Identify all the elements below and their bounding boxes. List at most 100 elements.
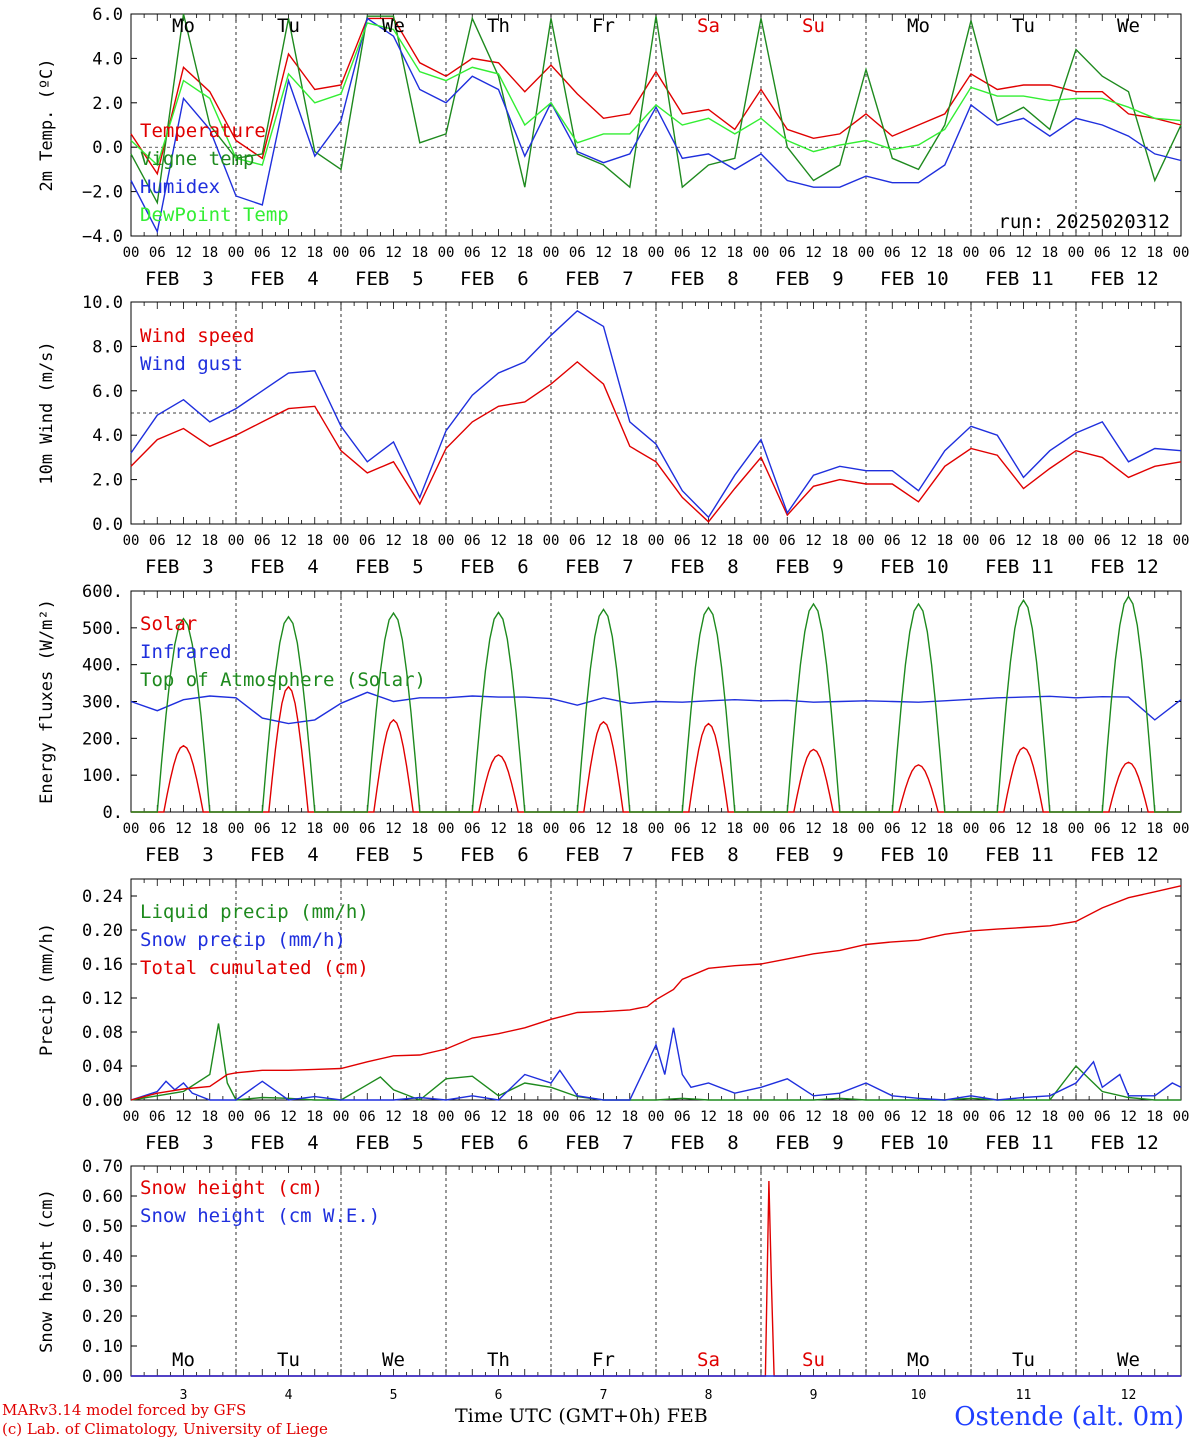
x-hour-label: 00 [543,245,560,261]
y-tick-label: 0.50 [82,1217,123,1237]
x-hour-label: 06 [674,1109,691,1125]
x-hour-label: 12 [280,821,297,837]
series-line-top-of-atmosphere-solar- [131,595,1181,813]
x-date-label: FEB 3 [145,1132,214,1154]
x-hour-label: 06 [569,821,586,837]
x-hour-label: 12 [910,245,927,261]
weekday-label: We [382,15,405,37]
weekday-label: Tu [1012,1349,1035,1371]
x-hour-label: 12 [385,1109,402,1125]
x-day-number: 5 [390,1388,398,1403]
panel-5 [130,1165,1182,1377]
x-hour-label: 18 [411,533,428,549]
x-date-label: FEB 3 [145,844,214,866]
legend-entry: Infrared [140,641,232,663]
x-hour-label: 18 [936,245,953,261]
x-hour-label: 00 [123,245,140,261]
x-hour-label: 00 [438,245,455,261]
x-hour-label: 18 [1041,533,1058,549]
legend-entry: Wind gust [140,353,243,375]
x-date-label: FEB 6 [460,268,529,290]
x-hour-label: 00 [963,533,980,549]
y-tick-label: 0.00 [82,1367,123,1387]
x-hour-label: 18 [306,1109,323,1125]
x-date-label: FEB 10 [880,268,949,290]
y-tick-label: 0.24 [82,887,123,907]
x-date-label: FEB 3 [145,268,214,290]
x-hour-label: 00 [438,533,455,549]
x-date-label: FEB 5 [355,268,424,290]
x-hour-label: 12 [175,1109,192,1125]
weekday-label: Mo [172,15,195,37]
y-tick-label: 0.16 [82,955,123,975]
x-hour-label: 12 [1120,533,1137,549]
y-tick-label: 200. [82,729,123,749]
x-hour-label: 12 [805,821,822,837]
y-tick-label: 0.40 [82,1247,123,1267]
x-hour-label: 06 [1094,821,1111,837]
x-hour-label: 06 [674,245,691,261]
y-axis-label: Precip (mm/h) [37,923,57,1056]
x-hour-label: 12 [595,245,612,261]
x-date-label: FEB 5 [355,1132,424,1154]
y-tick-label: −2.0 [82,183,123,203]
x-hour-label: 06 [464,533,481,549]
x-hour-label: 00 [963,245,980,261]
x-hour-label: 12 [700,821,717,837]
x-hour-label: 06 [989,245,1006,261]
x-hour-label: 12 [1015,1109,1032,1125]
y-tick-label: 0.00 [82,1091,123,1111]
credit-line-2: (c) Lab. of Climatology, University of L… [2,1420,328,1438]
legend-entry: Vigne temp [140,148,254,170]
x-hour-label: 18 [1146,821,1163,837]
x-date-label: FEB 4 [250,556,319,578]
x-hour-label: 18 [516,1109,533,1125]
x-hour-label: 00 [648,245,665,261]
y-tick-label: 6.0 [92,382,123,402]
x-hour-label: 06 [989,821,1006,837]
x-hour-label: 00 [1068,1109,1085,1125]
x-hour-label: 06 [1094,533,1111,549]
x-hour-label: 18 [831,533,848,549]
x-hour-label: 06 [1094,1109,1111,1125]
x-date-label: FEB 12 [1090,844,1159,866]
weekday-label: Fr [592,15,615,37]
x-date-label: FEB 6 [460,844,529,866]
legend-entry: Total cumulated (cm) [140,957,369,979]
x-hour-label: 12 [1120,1109,1137,1125]
x-hour-label: 12 [1120,245,1137,261]
x-hour-label: 18 [831,1109,848,1125]
y-tick-label: 8.0 [92,337,123,357]
x-date-label: FEB 9 [775,844,844,866]
x-hour-label: 12 [385,533,402,549]
x-hour-label: 12 [595,821,612,837]
x-hour-label: 06 [149,821,166,837]
x-date-label: FEB 8 [670,556,739,578]
y-tick-label: 0.20 [82,921,123,941]
x-date-label: FEB 6 [460,556,529,578]
x-date-label: FEB 8 [670,1132,739,1154]
x-date-label: FEB 10 [880,844,949,866]
month-label: FEB [666,1405,708,1427]
x-hour-label: 00 [858,533,875,549]
x-hour-label: 18 [726,533,743,549]
x-hour-label: 00 [963,1109,980,1125]
y-tick-label: 400. [82,656,123,676]
x-hour-label: 06 [779,821,796,837]
weekday-label: Mo [907,15,930,37]
x-hour-label: 18 [201,1109,218,1125]
x-hour-label: 00 [648,533,665,549]
x-hour-label: 12 [280,1109,297,1125]
x-hour-label: 18 [306,821,323,837]
y-tick-label: 4.0 [92,426,123,446]
x-date-label: FEB 7 [565,268,634,290]
x-hour-label: 18 [516,821,533,837]
x-hour-label: 00 [333,821,350,837]
x-hour-label: 00 [648,821,665,837]
weekday-label: We [1117,1349,1140,1371]
weekday-label: We [1117,15,1140,37]
x-hour-label: 18 [726,821,743,837]
weekday-label: Sa [697,15,720,37]
x-hour-label: 18 [411,821,428,837]
weekday-label: Tu [1012,15,1035,37]
